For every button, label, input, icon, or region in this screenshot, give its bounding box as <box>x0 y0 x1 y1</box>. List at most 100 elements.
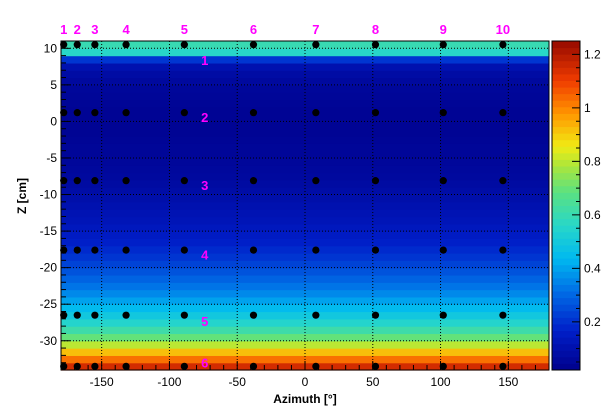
y-axis-label: Z [cm] <box>15 178 29 214</box>
y-tick-label: -20 <box>40 261 58 275</box>
probe-marker <box>60 362 68 370</box>
heatmap-band <box>61 326 549 335</box>
column-label: 5 <box>181 22 188 37</box>
y-tick-label: -25 <box>40 297 58 311</box>
heatmap-band <box>61 209 549 218</box>
y-tick-label: -10 <box>40 188 58 202</box>
row-label: 3 <box>201 178 208 193</box>
x-axis: -150 -100 -50 0 50 100 150 <box>60 361 550 389</box>
heatmap-band <box>61 267 549 276</box>
probe-marker <box>312 362 320 370</box>
probe-marker <box>122 362 130 370</box>
x-tick-label: 50 <box>366 375 380 389</box>
probe-marker <box>180 109 188 117</box>
heatmap-band <box>61 128 549 137</box>
probe-marker <box>499 109 507 117</box>
color-bar-band <box>552 291 580 299</box>
color-bar-tick-label: 1 <box>584 101 591 115</box>
heatmap-band <box>61 318 549 327</box>
color-bar-band <box>552 119 580 128</box>
probe-marker <box>91 41 99 49</box>
heatmap-band <box>61 231 549 239</box>
color-bar-band <box>552 212 580 220</box>
probe-marker <box>499 311 507 319</box>
column-label: 1 <box>60 22 67 37</box>
color-bar-band <box>552 277 580 285</box>
color-bar-band <box>552 304 580 312</box>
color-bar-band <box>552 185 580 193</box>
probe-marker <box>122 109 130 117</box>
heatmap-band <box>61 165 549 174</box>
probe-marker <box>60 177 68 185</box>
probe-marker <box>371 311 380 319</box>
color-bar-band <box>552 198 580 206</box>
color-bar-tick-label: 0.2 <box>584 315 601 329</box>
color-bar-band <box>552 343 580 351</box>
probe-markers <box>60 41 507 370</box>
color-bar-band <box>552 166 580 174</box>
color-bar-band <box>552 231 580 239</box>
row-label: 6 <box>201 356 208 371</box>
color-bar-band <box>552 60 580 68</box>
probe-marker <box>91 246 99 254</box>
heatmap-band <box>61 348 549 356</box>
heatmap-band <box>61 296 549 305</box>
color-bar-band <box>552 172 580 180</box>
color-bar-band <box>552 192 580 200</box>
color-bar-band <box>552 100 580 108</box>
heatmap-band <box>61 114 549 123</box>
row-label: 1 <box>201 53 208 68</box>
probe-marker <box>180 362 188 370</box>
color-bar-band <box>552 264 580 272</box>
color-bar-band <box>552 317 580 325</box>
color-bar-band <box>552 139 580 147</box>
heatmap-band <box>61 92 549 101</box>
probe-marker <box>91 177 99 185</box>
probe-marker <box>180 177 188 185</box>
probe-marker <box>499 41 507 49</box>
column-label: 8 <box>372 22 379 37</box>
heatmap-band <box>61 282 549 291</box>
color-bar-tick-label: 1.2 <box>584 47 601 61</box>
color-bar <box>551 40 581 371</box>
color-bar-band <box>552 350 580 358</box>
x-tick-label: 100 <box>431 375 451 389</box>
color-bar-band <box>552 80 580 88</box>
probe-marker <box>499 362 507 370</box>
color-bar-tick-label: 0.4 <box>584 261 601 275</box>
heatmap-band <box>61 260 549 269</box>
color-bar-band <box>552 93 580 101</box>
color-bar-band <box>552 258 580 266</box>
color-bar-band <box>552 218 580 226</box>
probe-marker <box>439 246 447 254</box>
probe-marker <box>122 246 130 254</box>
probe-marker <box>60 41 68 49</box>
heatmap-band <box>61 84 549 93</box>
probe-marker <box>371 362 380 370</box>
grid-lines <box>61 41 549 370</box>
color-bar-band <box>552 297 580 305</box>
y-tick-label: -30 <box>40 334 58 348</box>
heatmap-band <box>61 62 549 71</box>
heatmap-band <box>61 99 549 108</box>
column-label: 9 <box>440 22 447 37</box>
color-bar-band <box>552 205 580 213</box>
column-label: 6 <box>250 22 257 37</box>
probe-marker <box>180 41 188 49</box>
color-bar-band <box>552 323 580 332</box>
color-bar-band <box>552 67 580 75</box>
probe-marker <box>499 177 507 185</box>
color-bar-band <box>552 87 580 95</box>
heatmap-band <box>61 194 549 203</box>
probe-marker <box>499 246 507 254</box>
probe-marker <box>249 109 258 117</box>
heatmap-band <box>61 143 549 152</box>
column-label: 10 <box>496 22 510 37</box>
x-tick-label: -50 <box>229 375 247 389</box>
color-bar-band <box>552 330 580 338</box>
column-label: 2 <box>74 22 81 37</box>
color-bar-band <box>552 73 580 81</box>
color-bar-band <box>552 159 580 167</box>
color-bar-band <box>552 41 580 49</box>
